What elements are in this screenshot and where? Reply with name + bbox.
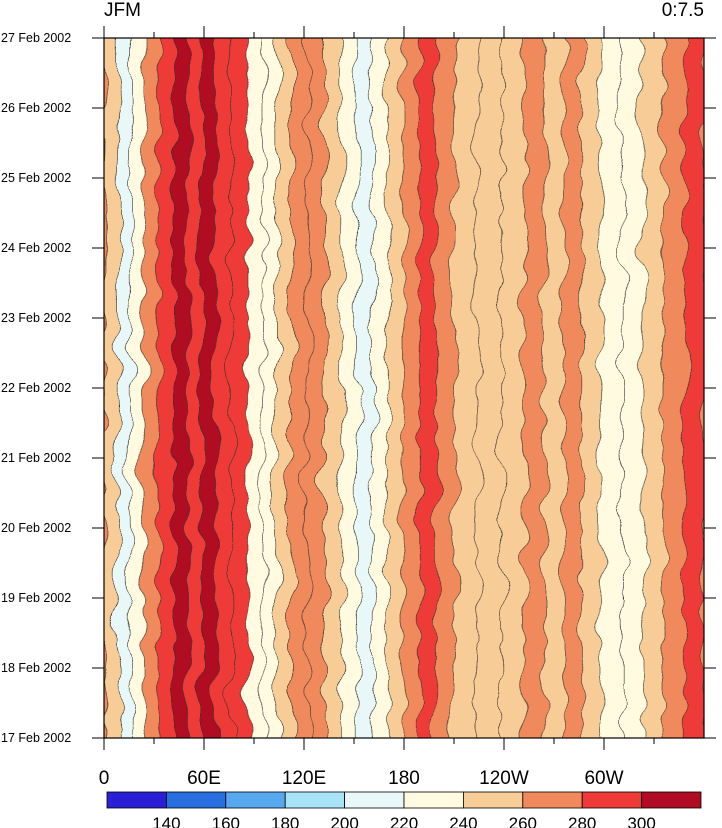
colorbar-swatch [165, 791, 227, 809]
field-column [276, 38, 294, 738]
colorbar-swatch [344, 791, 405, 809]
y-tick-label: 19 Feb 2002 [1, 591, 71, 605]
field-column [201, 38, 218, 738]
field-column [522, 38, 546, 738]
field-column [142, 38, 161, 738]
field-column [291, 38, 311, 738]
y-tick-label: 23 Feb 2002 [1, 311, 71, 325]
y-tick-label: 27 Feb 2002 [1, 31, 71, 45]
colorbar-swatch [462, 791, 524, 809]
title-right: 0:7.5 [662, 0, 704, 21]
field-column [247, 38, 266, 738]
colorbar-swatch [581, 791, 643, 809]
y-tick-label: 26 Feb 2002 [1, 101, 71, 115]
field-column [600, 38, 625, 738]
y-axis: 17 Feb 2002 18 Feb 2002 19 Feb 2002 20 Feb … [1, 31, 716, 745]
title-left: JFM [104, 0, 141, 21]
field-column [662, 38, 687, 738]
colorbar-label: 140 [152, 814, 180, 828]
y-tick-label: 21 Feb 2002 [1, 451, 71, 465]
colorbar-swatch [641, 791, 702, 809]
field-column [542, 38, 566, 738]
field-column [386, 38, 406, 738]
colorbar-swatch [403, 791, 464, 809]
colorbar-swatch [284, 791, 346, 809]
field-column [477, 38, 504, 738]
x-tick-label: 120E [282, 768, 326, 789]
x-tick-label: 0 [99, 768, 110, 789]
x-axis: 0 60E 120E 180 120W 60W [99, 26, 655, 789]
field-column [684, 38, 704, 738]
field-column [129, 38, 146, 738]
x-tick-label: 180 [388, 768, 420, 789]
colorbar-swatch [106, 791, 167, 809]
field-column [341, 38, 360, 738]
field-column [231, 38, 251, 738]
field-column [215, 38, 234, 738]
field-column [581, 38, 603, 738]
field-column [455, 38, 481, 738]
field-column [104, 38, 120, 738]
colorbar-swatch [225, 791, 286, 809]
y-tick-label: 24 Feb 2002 [1, 241, 71, 255]
field-column [307, 38, 327, 738]
y-tick-label: 25 Feb 2002 [1, 171, 71, 185]
colorbar-label: 240 [449, 814, 477, 828]
colorbar-label: 220 [390, 814, 418, 828]
field-column [356, 38, 375, 738]
field-column [642, 38, 666, 738]
colorbar-swatch [522, 791, 583, 809]
x-tick-label: 60W [584, 768, 623, 789]
y-tick-label: 22 Feb 2002 [1, 381, 71, 395]
field-column [371, 38, 390, 738]
x-tick-label: 60E [187, 768, 221, 789]
field-column [621, 38, 646, 738]
colorbar-label: 180 [271, 814, 299, 828]
contour-field [104, 38, 704, 738]
colorbar-label: 200 [330, 814, 358, 828]
plot-area [104, 38, 704, 738]
colorbar: 140 160 180 200 220 240 260 280 300 [106, 791, 702, 828]
field-column [402, 38, 422, 738]
field-column [173, 38, 191, 738]
colorbar-label: 280 [568, 814, 596, 828]
x-tick-label: 120W [479, 768, 529, 789]
field-column [501, 38, 526, 738]
y-tick-label: 17 Feb 2002 [1, 731, 71, 745]
field-column [436, 38, 458, 738]
field-column [157, 38, 177, 738]
y-tick-label: 20 Feb 2002 [1, 521, 71, 535]
field-column [419, 38, 439, 738]
colorbar-label: 260 [509, 814, 537, 828]
colorbar-label: 160 [212, 814, 240, 828]
colorbar-label: 300 [627, 814, 655, 828]
field-column [324, 38, 344, 738]
field-column [562, 38, 584, 738]
y-tick-label: 18 Feb 2002 [1, 661, 71, 675]
